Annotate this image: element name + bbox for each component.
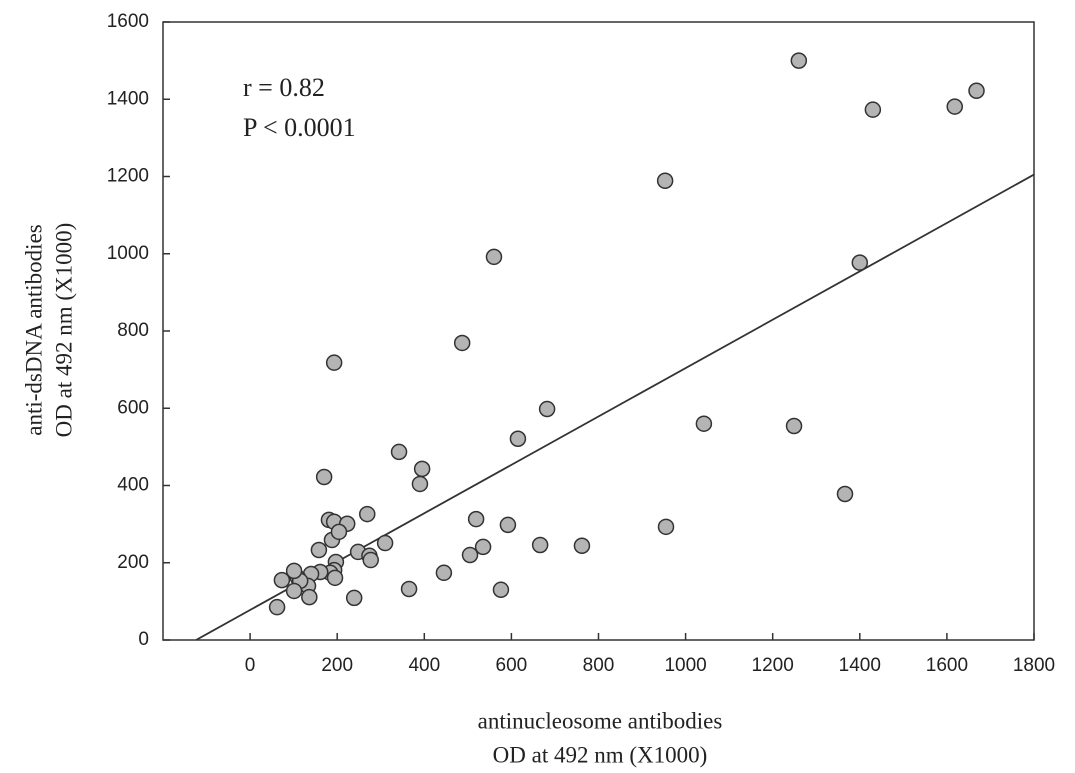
y-tick-label: 600 [117, 397, 149, 418]
point [326, 569, 344, 587]
annotation: r = 0.82 [243, 73, 325, 102]
y-tick-label: 400 [117, 475, 149, 496]
point [467, 510, 485, 528]
annotation: P < 0.0001 [243, 113, 356, 142]
point [435, 564, 453, 582]
point [301, 588, 318, 606]
x-tick-label: 1200 [752, 655, 794, 676]
point [268, 598, 286, 616]
point [785, 417, 803, 435]
point [325, 354, 343, 371]
point [285, 582, 303, 600]
point [273, 571, 291, 589]
point [492, 581, 510, 599]
y-tick-label: 1000 [107, 243, 149, 264]
point [485, 248, 503, 266]
point [453, 334, 471, 352]
y-tick-label: 1400 [107, 88, 149, 109]
point [790, 52, 808, 69]
y-tick-label: 1600 [107, 11, 149, 32]
y-axis-label: OD at 492 nm (X1000) [51, 223, 76, 438]
point [345, 589, 363, 607]
point [836, 485, 854, 503]
point [946, 98, 963, 115]
y-tick-label: 0 [138, 629, 149, 650]
y-tick-label: 800 [117, 320, 149, 341]
point [695, 415, 713, 432]
point [573, 537, 591, 555]
x-tick-label: 800 [583, 655, 615, 676]
point [411, 475, 429, 493]
point [851, 254, 869, 271]
point [358, 505, 376, 523]
point [657, 518, 675, 536]
point [390, 443, 408, 461]
x-tick-label: 400 [408, 655, 440, 676]
x-tick-label: 0 [245, 655, 256, 676]
point [285, 562, 303, 580]
point [330, 523, 348, 541]
x-axis-label: OD at 492 nm (X1000) [493, 742, 708, 767]
point [474, 538, 492, 556]
point [499, 516, 517, 534]
point [362, 551, 379, 569]
x-tick-label: 1000 [664, 655, 706, 676]
point [509, 430, 527, 448]
point [968, 82, 985, 100]
x-axis-label: antinucleosome antibodies [478, 708, 723, 733]
y-tick-label: 200 [117, 552, 149, 573]
y-axis-label: anti-dsDNA antibodies [21, 224, 46, 435]
point [538, 400, 556, 418]
x-tick-label: 1600 [926, 655, 968, 676]
point [400, 580, 418, 598]
point [531, 536, 549, 554]
point [413, 460, 431, 478]
y-tick-label: 1200 [107, 166, 149, 187]
point [656, 172, 674, 189]
x-tick-label: 1400 [839, 655, 881, 676]
x-tick-label: 600 [496, 655, 528, 676]
point [376, 534, 394, 552]
point [864, 101, 882, 118]
point [461, 546, 479, 564]
x-tick-label: 1800 [1013, 655, 1055, 676]
point [310, 541, 328, 559]
x-tick-label: 200 [321, 655, 353, 676]
point [315, 468, 333, 486]
